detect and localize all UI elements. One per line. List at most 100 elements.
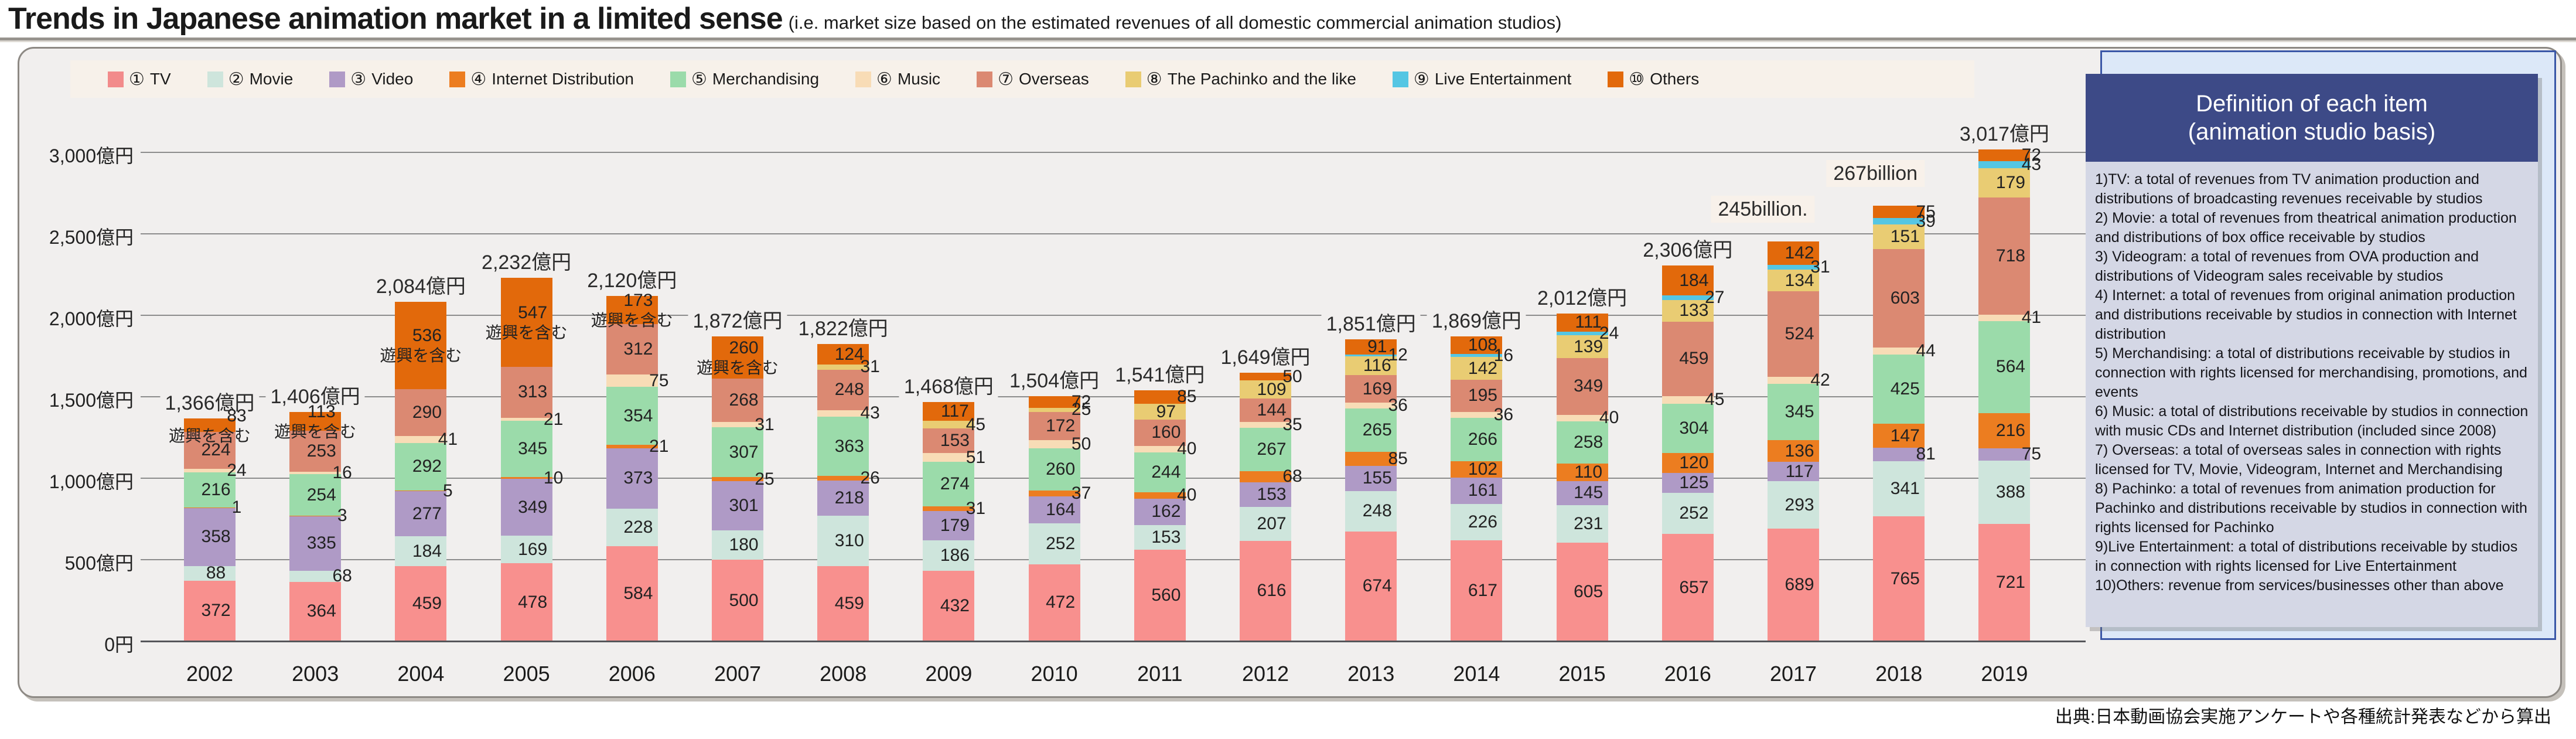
bar-segment-music: [1873, 347, 1925, 355]
bar-segment-label: 354: [623, 406, 653, 425]
bar-segment-label: 312: [623, 339, 653, 359]
bar-segment-label: 274: [940, 474, 970, 493]
bar-segment-others: [1451, 336, 1503, 355]
bar-note: 遊興を含む: [591, 311, 673, 329]
bar-segment-label: 41: [438, 429, 458, 449]
legend-item-others: ⑩ Others: [1608, 69, 1699, 90]
bar-total-label: 1,468億円: [899, 374, 998, 399]
bar-segment-label: 51: [965, 447, 986, 467]
bar-segment-merchandising: [1240, 427, 1291, 471]
y-axis-label: 0円: [104, 634, 134, 655]
bar-segment-label: 109: [1257, 379, 1287, 399]
bar-segment-merchandising: [1978, 321, 2031, 413]
bar-segment-tv: [1873, 516, 1925, 641]
bar-total-label: 2,012億円: [1533, 286, 1632, 310]
legend-number: ⑥: [876, 69, 892, 89]
bar-segment-label: 425: [1890, 379, 1920, 399]
bar-segment-internet-distribution: [712, 477, 763, 482]
bar-segment-label: 26: [860, 468, 880, 488]
bar-segment-tv: [395, 566, 447, 641]
bar-segment-music: [923, 453, 975, 462]
bar-segment-label: 584: [623, 583, 653, 603]
bar-segment-video: [1451, 477, 1503, 504]
bar-segment-overseas: [817, 369, 869, 410]
bar-segment-internet-distribution: [1345, 451, 1397, 466]
bar-segment-label: 226: [1468, 512, 1497, 532]
bar-segment-label: 91: [1367, 337, 1387, 357]
x-axis-label: 2013: [1347, 662, 1395, 686]
bar-segment-merchandising: [395, 442, 447, 491]
bar-segment-merchandising: [1556, 421, 1608, 464]
bar-segment-live-entertainment: [1661, 295, 1714, 300]
bar-segment-label: 40: [1177, 485, 1197, 505]
bar-segment-others: [1345, 339, 1397, 355]
bar-note: 遊興を含む: [168, 426, 251, 445]
bar-segment-internet-distribution: [1768, 440, 1819, 462]
bar-segment-label: 313: [518, 382, 548, 402]
bar-segment-label: 231: [1574, 513, 1603, 533]
legend-item-movie: ② Movie: [207, 69, 293, 90]
bar-segment-live-entertainment: [1345, 354, 1397, 357]
bar-segment-label: 689: [1785, 575, 1814, 595]
bar-segment-label: 5: [443, 481, 453, 500]
bar-segment-label: 253: [306, 441, 336, 461]
bar-segment-others: [606, 295, 658, 324]
bar-segment-label: 345: [518, 439, 548, 459]
legend-number: ④: [470, 69, 487, 89]
bar-segment-label: 310: [834, 531, 864, 551]
x-axis-label: 2008: [820, 662, 867, 686]
bar-segment-live-entertainment: [1768, 264, 1819, 270]
bar-segment-label: 50: [1071, 434, 1091, 454]
bar-segment-others: [184, 418, 236, 432]
legend-number: ③: [350, 69, 367, 89]
bar-segment-label: 657: [1679, 577, 1709, 597]
bar-segment-label: 85: [1177, 387, 1197, 407]
bar-segment-movie: [1134, 525, 1186, 550]
legend-item-music: ⑥ Music: [855, 69, 940, 90]
bar-segment-movie: [1345, 491, 1397, 532]
bar-segment-tv: [500, 563, 552, 641]
bar-segment-the-pachinko-and-the-like: [1345, 356, 1397, 376]
bar-segment-tv: [1451, 540, 1503, 641]
bar-segment-others: [923, 401, 975, 421]
x-axis-label: 2012: [1241, 662, 1289, 686]
bar-segment-overseas: [1556, 357, 1608, 415]
y-axis-label: 2,000億円: [49, 308, 134, 329]
bar-segment-overseas: [923, 428, 975, 454]
bar-segment-tv: [712, 560, 763, 641]
bar-segment-label: 117: [941, 401, 969, 421]
x-axis-label: 2017: [1769, 662, 1817, 686]
bar-segment-label: 560: [1151, 585, 1181, 605]
bar-segment-label: 478: [518, 592, 548, 612]
bar-segment-music: [500, 417, 552, 421]
bar-segment-music: [712, 422, 763, 427]
bar-segment-label: 358: [201, 527, 231, 547]
bar-segment-movie: [1768, 481, 1819, 529]
bar-segment-internet-distribution: [1451, 461, 1503, 478]
bar-segment-merchandising: [712, 427, 763, 478]
legend-number: ⑨: [1413, 69, 1429, 89]
x-axis-label: 2018: [1875, 662, 1923, 686]
bar-segment-tv: [1556, 542, 1608, 641]
bar-segment-video: [395, 491, 447, 537]
legend-item-video: ③ Video: [329, 69, 413, 90]
legend-item-live-entertainment: ⑨ Live Entertainment: [1392, 69, 1571, 90]
bar-note: 遊興を含む: [380, 346, 462, 365]
bar-segment-merchandising: [500, 421, 552, 478]
bar-segment-label: 142: [1785, 243, 1814, 263]
bar-total-label: 1,869億円: [1427, 309, 1526, 333]
bar-total-label: 1,649億円: [1216, 345, 1315, 369]
bar-segment-label: 160: [1151, 423, 1181, 442]
bar-segment-movie: [184, 566, 236, 581]
x-axis-label: 2011: [1137, 662, 1183, 686]
bar-segment-live-entertainment: [1556, 331, 1608, 336]
x-axis-label: 2016: [1664, 662, 1711, 686]
bar-segment-movie: [712, 530, 763, 560]
bar-segment-merchandising: [606, 387, 658, 445]
bar-segment-internet-distribution: [1873, 424, 1925, 448]
bar-segment-label: 248: [1362, 501, 1392, 521]
bar-segment-label: 40: [1599, 408, 1619, 428]
bar-segment-merchandising: [1028, 448, 1080, 491]
bar-segment-video: [606, 448, 658, 509]
